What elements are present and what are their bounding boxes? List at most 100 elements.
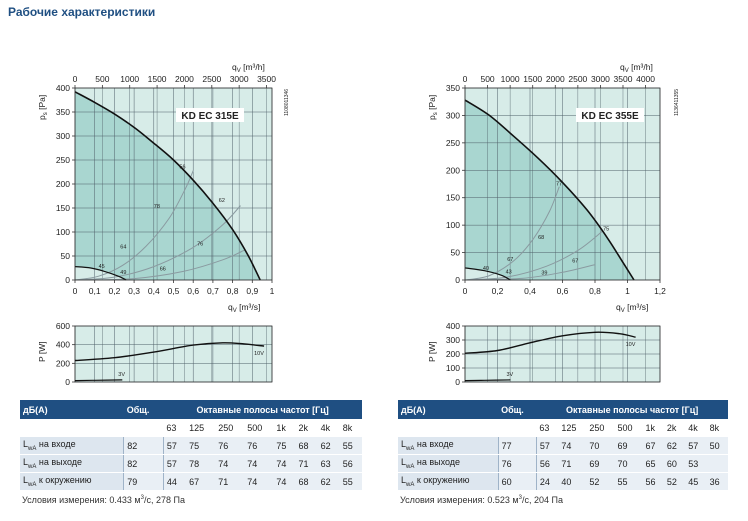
row-value: 76 (244, 436, 274, 455)
row-value: 56 (642, 472, 664, 491)
curve-label: 49 (120, 270, 126, 276)
power-min-label: 3V (507, 372, 514, 378)
row-value: 60 (663, 454, 686, 473)
header-db: дБ(А) (398, 400, 499, 419)
chart-left: 56 78 62 64 76 45 49 66 0 0,1 0,2 0,3 0,4 0,5 0,6 0,7 0,… (37, 62, 290, 387)
freq-125: 125 (186, 419, 216, 437)
header-total: Общ. (123, 400, 164, 419)
x-tick-label: 0,3 (128, 286, 140, 296)
row-value: 24 (535, 472, 559, 491)
x-top-tick-label: 3500 (614, 74, 633, 84)
header-bands: Октавные полосы частот [Гц] (163, 400, 362, 419)
row-value: 57 (535, 436, 559, 455)
y-axis-label: ps [Pa] (427, 95, 439, 120)
y-tick-label: 350 (56, 107, 70, 117)
row-value: 36 (706, 472, 728, 491)
table-row: LwA на выходе 76 56 71 69 70 65 60 53 (398, 454, 728, 473)
power-axis-label: P [W] (37, 341, 47, 362)
page-title: Рабочие характеристики (8, 5, 156, 19)
x-tick-label: 1 (270, 286, 275, 296)
curve-label: 78 (154, 204, 160, 210)
x-tick-label: 1,2 (654, 286, 666, 296)
curve-label: 62 (219, 198, 225, 204)
row-total: 60 (497, 472, 537, 491)
curve-label: 56 (179, 165, 185, 171)
power-tick-label: 400 (56, 340, 70, 350)
curve-label: 76 (197, 241, 203, 247)
min-curve-3v (464, 267, 511, 281)
header-db: дБ(А) (20, 400, 124, 419)
x-tick-label: 1 (625, 286, 630, 296)
row-value: 76 (215, 436, 245, 455)
row-value: 40 (558, 472, 587, 491)
table-row: LwA на выходе 82 57 78 74 74 74 71 63 56 (20, 454, 362, 473)
row-value: 56 (535, 454, 559, 473)
row-value (706, 454, 728, 473)
y-tick-label: 400 (56, 83, 70, 93)
x-tick-label: 0 (73, 286, 78, 296)
table-row: LwA к окружению 79 44 67 71 74 74 68 62 55 (20, 472, 362, 491)
power-tick-label: 300 (446, 335, 460, 345)
power-plot-frame (464, 325, 661, 383)
y-tick-label: 200 (446, 165, 460, 175)
freq-63: 63 (536, 419, 559, 437)
curve-label: 68 (538, 235, 544, 241)
y-tick-label: 100 (56, 227, 70, 237)
row-value: 71 (215, 472, 245, 491)
row-total: 76 (497, 454, 537, 473)
curve-label: 77 (556, 182, 562, 188)
row-value: 74 (558, 436, 587, 455)
row-value: 74 (244, 472, 274, 491)
model-title-box (576, 108, 644, 122)
row-value: 65 (642, 454, 664, 473)
y-tick-label: 50 (61, 251, 71, 261)
x-top-axis-label: qV [m³/h] (232, 62, 265, 74)
curve-label: 39 (541, 271, 547, 277)
row-label: LwA на входе (20, 436, 124, 455)
row-value: 55 (339, 472, 362, 491)
system-curve (464, 230, 604, 281)
row-value: 56 (339, 454, 362, 473)
row-value: 68 (295, 472, 318, 491)
power-max-label: 10V (254, 351, 264, 357)
operating-region (465, 100, 634, 280)
power-curve-3v (464, 379, 511, 382)
y-tick-label: 200 (56, 179, 70, 189)
row-value: 63 (317, 454, 340, 473)
x-top-tick-label: 500 (480, 74, 494, 84)
power-tick-label: 200 (446, 349, 460, 359)
system-curve (74, 170, 194, 281)
freq-2k: 2k (295, 419, 318, 437)
freq-1k: 1k (642, 419, 664, 437)
row-value: 45 (685, 472, 707, 491)
curve-label: 64 (120, 244, 126, 250)
power-curve-3v (74, 379, 123, 382)
charts-canvas: 56 78 62 64 76 45 49 66 0 0,1 0,2 0,3 0,4 0,5 0,6 0,7 0,… (37, 62, 680, 387)
min-curve-3v (74, 266, 127, 281)
x-tick-label: 0,6 (557, 286, 569, 296)
row-value: 69 (586, 454, 615, 473)
row-value: 57 (162, 454, 187, 473)
header-bands: Октавные полосы частот [Гц] (536, 400, 728, 419)
system-curve (464, 264, 596, 281)
x-top-tick-label: 0 (463, 74, 468, 84)
row-value: 57 (162, 436, 187, 455)
row-value: 62 (317, 436, 340, 455)
power-tick-label: 600 (56, 321, 70, 331)
freq-1k: 1k (273, 419, 296, 437)
row-value: 74 (273, 454, 296, 473)
power-axis-label: P [W] (427, 341, 437, 362)
x-top-tick-label: 2000 (546, 74, 565, 84)
x-tick-label: 0,2 (492, 286, 504, 296)
curve-label: 66 (160, 266, 166, 272)
x-tick-label: 0,9 (246, 286, 258, 296)
power-tick-label: 400 (446, 321, 460, 331)
row-value: 55 (614, 472, 643, 491)
model-title: KD EC 315E (181, 111, 239, 122)
y-tick-label: 250 (446, 138, 460, 148)
drawing-code: 1136411355 (674, 89, 680, 116)
row-label: LwA на выходе (20, 454, 124, 473)
power-plot-frame (74, 325, 273, 383)
power-curve-10v (464, 331, 636, 354)
